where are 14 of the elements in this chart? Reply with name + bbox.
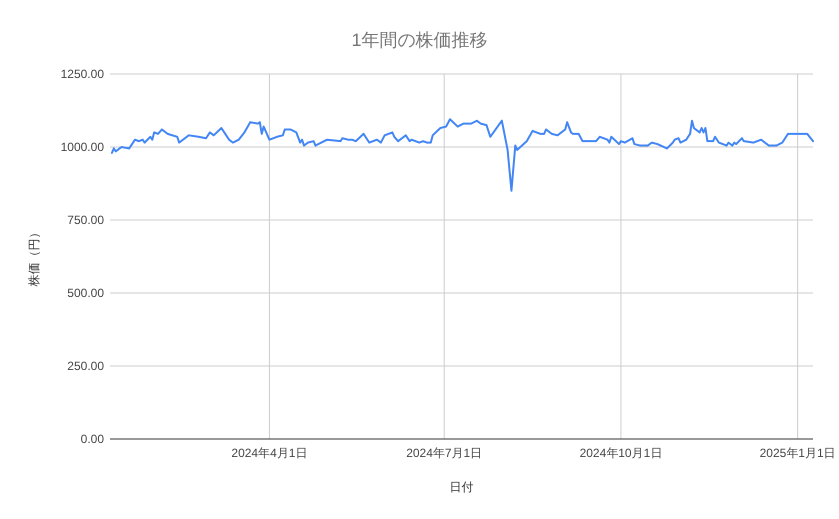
y-tick-label: 1000.00 (60, 140, 104, 154)
y-tick-label: 500.00 (67, 286, 104, 300)
x-tick-label: 2024年10月1日 (580, 446, 662, 460)
line-series (110, 118, 814, 192)
x-tick-label: 2024年4月1日 (231, 446, 308, 460)
y-axis-title: 株価（円） (27, 226, 41, 288)
x-tick-label: 2025年1月1日 (760, 446, 836, 460)
x-axis-title: 日付 (450, 480, 474, 494)
x-tick-label: 2024年7月1日 (406, 446, 482, 460)
y-tick-label: 250.00 (67, 359, 104, 373)
chart-title: 1年間の株価推移 (351, 30, 488, 50)
y-tick-label: 0.00 (80, 432, 104, 446)
y-tick-label: 1250.00 (60, 67, 104, 81)
y-tick-label: 750.00 (67, 213, 104, 227)
